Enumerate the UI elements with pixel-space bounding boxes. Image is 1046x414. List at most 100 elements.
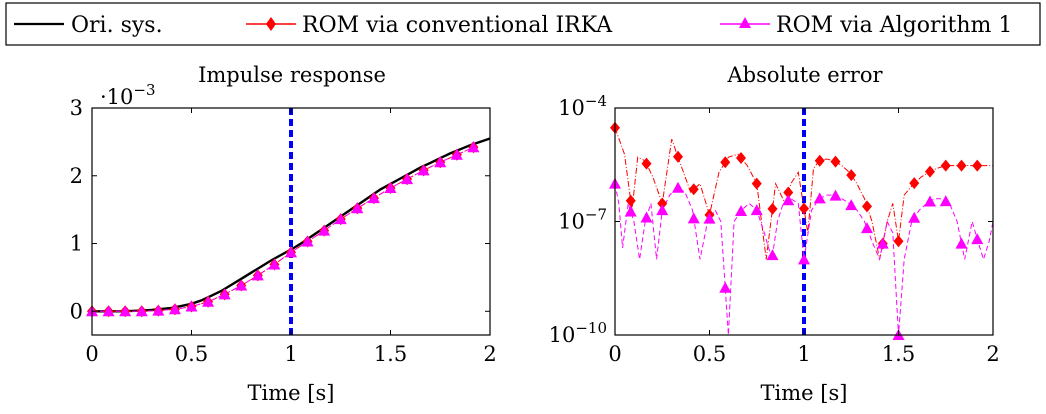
chart1-marker-alg1 xyxy=(202,295,215,307)
chart2-marker-alg1 xyxy=(640,211,653,223)
chart1-marker-alg1 xyxy=(185,300,198,312)
legend-label-irka: ROM via conventional IRKA xyxy=(302,13,613,38)
chart1-marker-alg1 xyxy=(367,192,380,204)
chart1-title: Impulse response xyxy=(198,63,386,87)
chart1-plot-area xyxy=(86,108,491,335)
legend-marker-triangle xyxy=(739,17,751,28)
chart1-marker-alg1 xyxy=(218,288,231,300)
chart1-marker-alg1 xyxy=(301,235,314,247)
chart2-marker-alg1 xyxy=(750,204,763,216)
chart2-marker-alg1 xyxy=(955,237,968,249)
chart2-marker-alg1 xyxy=(624,205,637,217)
chart2-marker-alg1 xyxy=(735,205,747,217)
chart2-marker-irka xyxy=(940,159,951,172)
chart1-ticks: 0 0.5 1 1.5 2 0 1 2 3 xyxy=(70,96,497,366)
chart1-y-scale-exponent: −3 xyxy=(133,81,155,99)
chart1-marker-alg1 xyxy=(268,258,281,270)
chart1-marker-alg1 xyxy=(384,181,397,193)
chart2-marker-alg1 xyxy=(908,211,921,223)
chart1-xtick-label: 0 xyxy=(85,342,98,366)
chart2-marker-irka xyxy=(814,154,825,167)
chart2-marker-irka xyxy=(783,186,794,199)
chart2-marker-irka xyxy=(657,197,668,210)
chart2-marker-irka xyxy=(846,169,857,182)
chart2-marker-irka xyxy=(925,165,935,178)
chart1-x-label: Time [s] xyxy=(248,381,335,405)
chart1-marker-alg1 xyxy=(135,305,148,317)
chart1-marker-alg1 xyxy=(401,173,414,185)
legend-entry-ori[interactable]: Ori. sys. xyxy=(14,13,163,38)
chart2-marker-alg1 xyxy=(861,222,873,234)
legend-label-ori: Ori. sys. xyxy=(71,13,163,38)
chart2-xtick-label: 2 xyxy=(986,342,999,366)
chart2-x-label: Time [s] xyxy=(761,381,848,405)
chart2-marker-irka xyxy=(625,194,636,207)
chart2-marker-irka xyxy=(751,177,762,190)
chart2-marker-alg1 xyxy=(687,212,700,224)
chart2-xtick-label: 0 xyxy=(608,342,621,366)
chart-impulse-response: Impulse response ·10−3 0 0.5 1 1.5 2 0 1 2 3 Tim… xyxy=(70,63,497,405)
chart2-marker-irka xyxy=(720,156,731,169)
chart1-marker-alg1 xyxy=(102,305,115,317)
chart2-marker-alg1 xyxy=(766,249,779,261)
chart1-series-irka xyxy=(92,146,474,312)
chart1-series-alg1 xyxy=(92,146,474,312)
chart-absolute-error: Absolute error 0 0.5 1 1.5 2 10−10 10−7 10−4 Ti… xyxy=(549,63,1000,405)
chart2-marker-alg1 xyxy=(829,189,842,201)
chart1-marker-alg1 xyxy=(417,164,430,176)
chart2-marker-irka xyxy=(736,152,746,165)
chart1-xtick-label: 2 xyxy=(483,342,496,366)
chart1-marker-alg1 xyxy=(285,246,297,258)
legend-entry-irka[interactable]: ROM via conventional IRKA xyxy=(246,13,613,38)
chart2-marker-alg1 xyxy=(924,195,936,207)
chart2-marker-alg1 xyxy=(939,195,952,207)
chart2-ytick-label: 10−10 xyxy=(549,319,607,347)
chart2-marker-irka xyxy=(972,159,983,172)
legend-entry-alg1[interactable]: ROM via Algorithm 1 xyxy=(720,13,1012,38)
chart1-marker-alg1 xyxy=(168,303,181,315)
legend-label-alg1: ROM via Algorithm 1 xyxy=(776,13,1012,38)
chart2-xtick-label: 1 xyxy=(797,342,810,366)
legend-frame xyxy=(5,2,1041,46)
chart2-marker-irka xyxy=(862,200,872,213)
chart2-ytick-label: 10−4 xyxy=(558,92,607,120)
chart2-title: Absolute error xyxy=(727,63,884,87)
chart2-marker-alg1 xyxy=(782,194,795,206)
chart1-marker-alg1 xyxy=(334,213,347,225)
chart2-marker-irka xyxy=(688,183,699,196)
legend: Ori. sys. ROM via conventional IRKA ROM … xyxy=(5,2,1041,46)
chart2-marker-alg1 xyxy=(845,199,858,211)
chart2-xtick-label: 1.5 xyxy=(882,342,915,366)
chart2-marker-alg1 xyxy=(798,253,810,265)
chart2-marker-irka xyxy=(830,155,841,168)
chart2-plot-area xyxy=(609,108,994,340)
chart2-marker-alg1 xyxy=(813,192,826,204)
chart1-marker-alg1 xyxy=(351,202,364,214)
chart2-marker-irka xyxy=(767,202,778,215)
chart1-marker-alg1 xyxy=(251,269,264,281)
chart1-xtick-label: 1 xyxy=(284,342,297,366)
chart2-xtick-label: 0.5 xyxy=(693,342,726,366)
chart2-ticks: 0 0.5 1 1.5 2 10−10 10−7 10−4 xyxy=(549,92,1000,366)
chart1-xtick-label: 1.5 xyxy=(374,342,407,366)
chart1-marker-alg1 xyxy=(119,305,132,317)
chart2-marker-irka xyxy=(909,177,920,190)
chart2-marker-irka xyxy=(799,202,809,215)
chart1-ytick-label: 2 xyxy=(70,164,83,188)
chart1-y-scale-factor: ·10 xyxy=(100,85,133,109)
chart2-marker-alg1 xyxy=(672,181,684,193)
chart1-ytick-label: 1 xyxy=(70,232,83,256)
chart1-marker-alg1 xyxy=(467,141,480,153)
chart1-marker-alg1 xyxy=(450,148,463,160)
chart1-marker-alg1 xyxy=(434,156,447,168)
chart2-marker-alg1 xyxy=(656,204,669,216)
chart2-marker-alg1 xyxy=(703,212,716,224)
chart2-marker-irka xyxy=(956,159,967,172)
chart1-marker-alg1 xyxy=(235,279,248,291)
chart1-y-scale: ·10−3 xyxy=(100,81,156,109)
chart1-ytick-label: 3 xyxy=(70,96,83,120)
chart2-ytick-label: 10−7 xyxy=(558,206,607,234)
chart2-marker-alg1 xyxy=(876,237,889,249)
chart1-ytick-label: 0 xyxy=(70,299,83,323)
